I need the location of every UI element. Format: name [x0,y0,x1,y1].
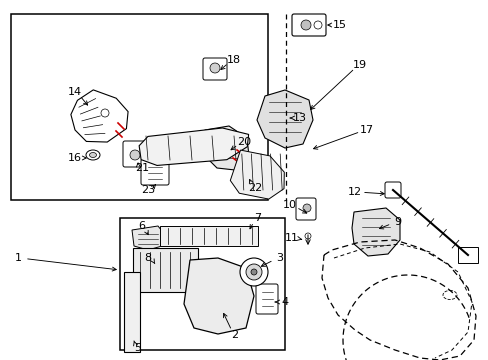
Circle shape [183,146,186,150]
Text: 17: 17 [359,125,373,135]
Text: 1: 1 [15,253,21,263]
Circle shape [203,146,206,150]
Circle shape [240,258,267,286]
Text: 6: 6 [138,221,145,231]
Text: 3: 3 [276,253,283,263]
Text: 22: 22 [247,183,262,193]
Polygon shape [139,128,248,166]
Ellipse shape [442,291,456,300]
Circle shape [368,225,382,239]
Text: 8: 8 [144,253,151,263]
Text: 13: 13 [292,113,306,123]
Polygon shape [230,150,284,199]
Text: 16: 16 [68,153,82,163]
Bar [127,278,137,346]
Polygon shape [351,208,399,256]
FancyBboxPatch shape [123,141,147,167]
Text: 10: 10 [283,200,296,210]
Circle shape [250,269,257,275]
Polygon shape [133,248,198,292]
Text: 15: 15 [332,20,346,30]
Circle shape [313,21,321,29]
Text: 21: 21 [135,163,149,173]
Text: 7: 7 [254,213,261,223]
Circle shape [245,264,262,280]
Polygon shape [183,258,253,334]
Polygon shape [257,90,312,148]
Text: 11: 11 [285,233,298,243]
Circle shape [101,109,109,117]
Circle shape [303,204,310,212]
Ellipse shape [200,278,236,322]
Bar [120,218,285,350]
Polygon shape [124,272,140,352]
Circle shape [209,63,220,73]
Text: 9: 9 [394,217,401,227]
Bar [11,14,267,200]
Text: 18: 18 [226,55,241,65]
Circle shape [223,271,232,281]
Text: 23: 23 [141,185,155,195]
Polygon shape [160,226,258,246]
FancyBboxPatch shape [384,182,400,198]
Text: 5: 5 [134,343,141,353]
Text: 2: 2 [231,330,238,340]
Circle shape [281,122,288,130]
Circle shape [305,233,310,239]
FancyBboxPatch shape [291,14,325,36]
Circle shape [279,104,290,116]
Circle shape [204,309,215,319]
Text: 19: 19 [352,60,366,70]
Ellipse shape [86,150,100,160]
FancyBboxPatch shape [203,58,226,80]
Text: 14: 14 [68,87,82,97]
Text: 20: 20 [237,137,250,147]
Ellipse shape [207,287,227,313]
Text: 12: 12 [347,187,361,197]
Polygon shape [71,90,128,142]
Ellipse shape [89,153,96,158]
FancyBboxPatch shape [256,284,278,314]
Polygon shape [457,247,477,263]
Text: 4: 4 [281,297,288,307]
Polygon shape [203,126,248,170]
FancyBboxPatch shape [141,159,169,185]
FancyBboxPatch shape [295,198,315,220]
Polygon shape [132,226,165,250]
Circle shape [223,146,226,150]
Circle shape [301,20,310,30]
Circle shape [130,150,140,160]
